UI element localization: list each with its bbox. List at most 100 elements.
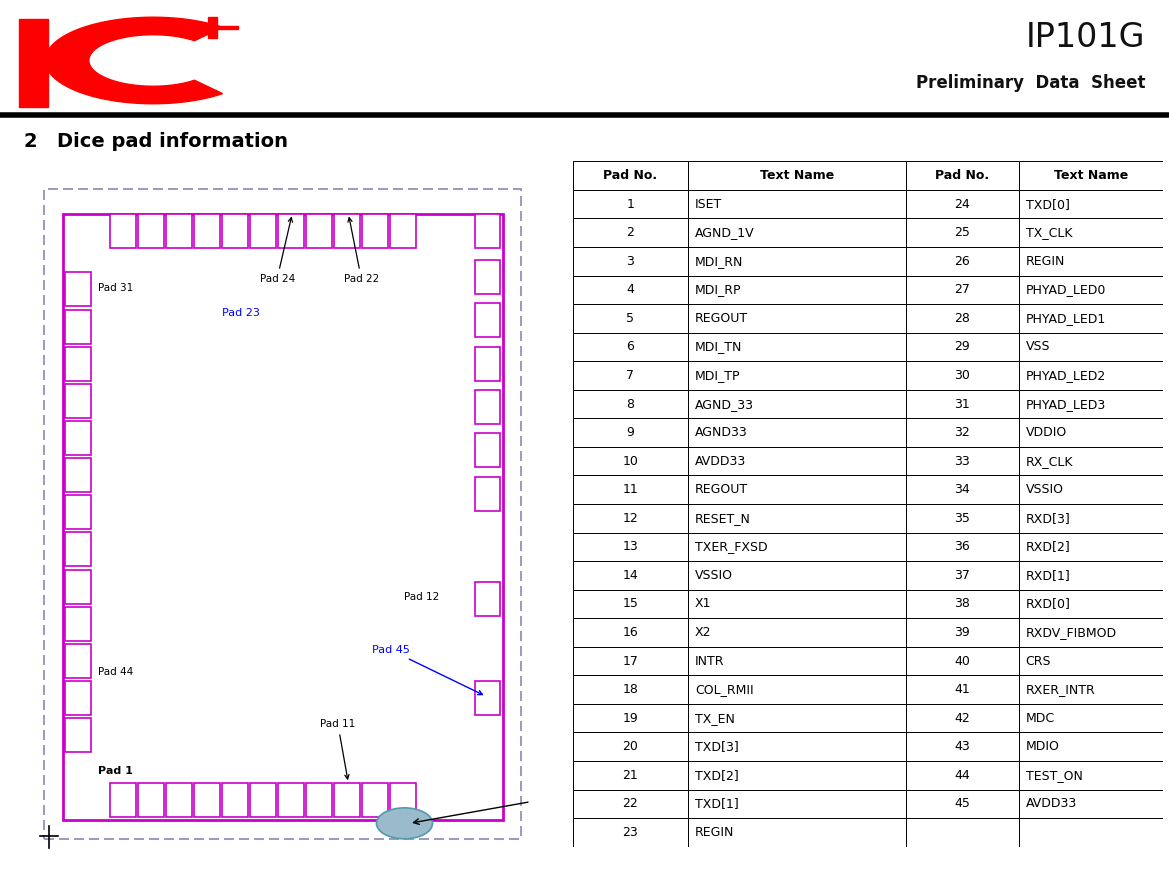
Bar [687,332,906,361]
Text: PHYAD_LED2: PHYAD_LED2 [1025,369,1106,382]
Bar [687,247,906,275]
Bar [906,590,1018,618]
Text: 29: 29 [955,340,970,353]
Text: Pad 24: Pad 24 [260,218,295,284]
Text: 11: 11 [623,483,638,496]
Text: 25: 25 [955,226,970,239]
Bar [306,213,332,247]
Bar [65,495,91,530]
Text: 36: 36 [955,540,970,554]
Bar [906,161,1018,190]
Bar [475,477,500,511]
Text: Preliminary  Data  Sheet: Preliminary Data Sheet [916,74,1146,92]
Text: 35: 35 [955,512,970,525]
Bar [306,783,332,817]
Bar [1018,304,1163,332]
Bar [65,532,91,566]
Text: 41: 41 [955,683,970,696]
Text: TEST_ON: TEST_ON [1025,769,1082,782]
Bar [1018,476,1163,504]
Text: Pad 22: Pad 22 [344,218,379,284]
Text: VDDIO: VDDIO [1025,426,1067,439]
Text: 30: 30 [955,369,970,382]
Text: AVDD33: AVDD33 [1025,797,1077,810]
Bar [906,447,1018,476]
Text: VSSIO: VSSIO [1025,483,1064,496]
Text: 3: 3 [627,254,635,268]
Text: TXD[3]: TXD[3] [696,740,739,754]
Bar [573,561,687,590]
Bar [65,718,91,752]
Text: Pad 23: Pad 23 [222,307,260,317]
Bar [906,676,1018,704]
Polygon shape [46,17,222,104]
Bar [65,421,91,455]
Bar [573,304,687,332]
Text: 13: 13 [623,540,638,554]
Text: Text Name: Text Name [1053,169,1128,182]
Text: 17: 17 [622,655,638,668]
Bar [1018,561,1163,590]
Text: VSS: VSS [1025,340,1050,353]
Bar [250,213,276,247]
Bar [573,447,687,476]
Text: INTR: INTR [696,655,725,668]
Text: 2: 2 [23,132,37,151]
Text: Pad No.: Pad No. [603,169,657,182]
Bar [362,213,388,247]
Bar [334,783,360,817]
Bar [573,390,687,418]
Bar [573,418,687,447]
Bar [906,532,1018,561]
Bar [906,418,1018,447]
Bar [687,733,906,761]
Bar [250,783,276,817]
Text: AGND33: AGND33 [696,426,748,439]
Bar [573,647,687,676]
Bar [573,219,687,247]
Bar [573,590,687,618]
Bar [906,332,1018,361]
Bar [1018,676,1163,704]
Text: 42: 42 [955,711,970,725]
Text: 43: 43 [955,740,970,754]
Bar [687,647,906,676]
Bar [20,19,48,107]
Text: 24: 24 [955,198,970,211]
Bar [906,561,1018,590]
Bar [65,272,91,306]
Text: 20: 20 [622,740,638,754]
Bar [687,304,906,332]
Bar [573,504,687,532]
Text: X2: X2 [696,626,712,639]
Bar [906,304,1018,332]
Bar [1018,532,1163,561]
Text: 39: 39 [955,626,970,639]
Bar [1018,390,1163,418]
Text: AVDD33: AVDD33 [696,454,746,468]
Bar [194,213,220,247]
Text: AGND_1V: AGND_1V [696,226,755,239]
Bar [222,783,248,817]
Text: RXD[0]: RXD[0] [1025,598,1071,610]
Bar [573,761,687,789]
Text: 1: 1 [627,198,635,211]
Bar [687,818,906,847]
Bar [187,26,238,30]
Bar [1018,761,1163,789]
Bar [687,161,906,190]
Text: PHYAD_LED1: PHYAD_LED1 [1025,312,1106,325]
Bar [573,818,687,847]
Bar [687,190,906,219]
Bar [906,733,1018,761]
Text: MDI_RP: MDI_RP [696,283,741,297]
Bar [687,476,906,504]
Bar [475,304,500,338]
Bar [1018,247,1163,275]
Text: 16: 16 [623,626,638,639]
Text: Pad 1: Pad 1 [98,766,133,776]
Bar [362,783,388,817]
Text: AGND_33: AGND_33 [696,398,754,410]
Bar [573,332,687,361]
Bar [475,260,500,294]
